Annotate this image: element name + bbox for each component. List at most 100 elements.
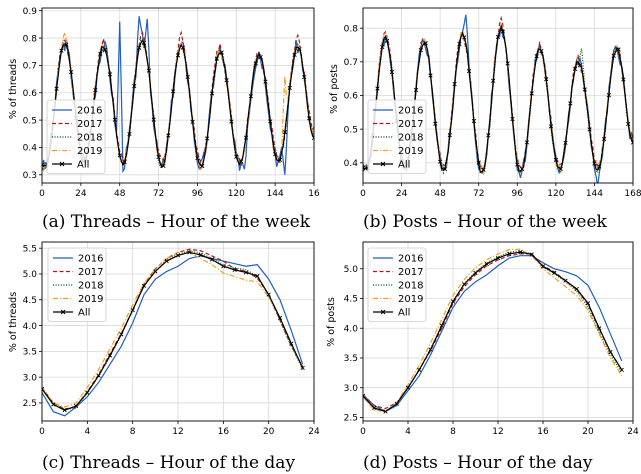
marker-all bbox=[563, 140, 568, 145]
legend-label: 2017 bbox=[77, 119, 102, 130]
ytick-label: 0.5 bbox=[23, 116, 37, 126]
ytick-label: 0.4 bbox=[23, 144, 38, 154]
marker-all bbox=[507, 251, 512, 257]
marker-all bbox=[119, 332, 124, 337]
legend-label: 2016 bbox=[77, 106, 102, 117]
marker-all bbox=[229, 119, 234, 124]
ytick-label: 5.5 bbox=[23, 244, 37, 254]
marker-all bbox=[383, 409, 388, 414]
axes-frame-a bbox=[41, 7, 315, 184]
marker-all bbox=[292, 52, 297, 58]
marker-all bbox=[161, 163, 166, 168]
marker-all bbox=[141, 283, 147, 288]
legend-box bbox=[47, 247, 107, 322]
ytick-label: 0.6 bbox=[344, 92, 359, 102]
marker-all bbox=[505, 61, 510, 66]
xtick-label: 24 bbox=[627, 427, 639, 437]
marker-all bbox=[282, 129, 287, 135]
ytick-label: 2.5 bbox=[344, 414, 358, 424]
ylabel-c: % of threads bbox=[8, 292, 19, 352]
marker-all bbox=[418, 48, 423, 53]
marker-all bbox=[417, 367, 422, 372]
marker-all bbox=[438, 159, 443, 164]
xtick-label: 96 bbox=[192, 189, 204, 199]
marker-all bbox=[428, 347, 433, 352]
xtick-label: 120 bbox=[228, 189, 245, 199]
marker-all bbox=[62, 408, 67, 413]
marker-all bbox=[484, 261, 489, 267]
marker-all bbox=[198, 252, 203, 258]
marker-all bbox=[96, 373, 101, 378]
marker-all bbox=[302, 74, 307, 80]
xtick-label: 4 bbox=[405, 427, 411, 437]
legend-box bbox=[367, 247, 427, 322]
ytick-label: 0.5 bbox=[344, 125, 358, 135]
marker-all bbox=[258, 54, 263, 60]
series-group-d bbox=[363, 248, 624, 414]
panel-d: 0 4 8 12 16 20 242.53.03.54.04.55.020162017201… bbox=[326, 241, 639, 473]
legend-label: 2018 bbox=[398, 133, 423, 144]
marker-all bbox=[375, 86, 380, 91]
marker-all bbox=[200, 163, 205, 169]
marker-all bbox=[611, 53, 616, 58]
marker-all bbox=[42, 163, 45, 168]
legend-marker bbox=[380, 309, 386, 315]
marker-all bbox=[127, 131, 132, 137]
marker-all bbox=[130, 307, 135, 313]
marker-all bbox=[380, 44, 385, 50]
marker-all bbox=[563, 278, 568, 283]
marker-all bbox=[519, 166, 525, 172]
marker-all bbox=[534, 54, 539, 59]
legend-label: 2017 bbox=[78, 267, 103, 278]
xtick-label: 16 bbox=[537, 427, 549, 437]
marker-all bbox=[146, 68, 151, 73]
marker-all bbox=[122, 159, 127, 165]
marker-all bbox=[266, 292, 271, 297]
xtick-label: 144 bbox=[267, 189, 284, 199]
xtick-label: 8 bbox=[450, 427, 456, 437]
marker-all bbox=[608, 349, 613, 355]
legend-label: 2018 bbox=[77, 133, 102, 144]
ytick-label: 3.5 bbox=[23, 348, 37, 358]
marker-all bbox=[151, 117, 156, 122]
legend-b: 2016 2017 2018 2019 All bbox=[367, 99, 427, 174]
marker-all bbox=[462, 282, 467, 287]
marker-all bbox=[476, 160, 481, 165]
marker-all bbox=[253, 61, 258, 66]
marker-all bbox=[606, 92, 612, 98]
marker-all bbox=[619, 367, 624, 372]
marker-all bbox=[616, 47, 621, 52]
marker-all bbox=[630, 140, 633, 145]
panel-c: 0 4 8 12 16 20 24 2.5 3.0 3.5 4.0 4.5 5.0 5.5 2016 2017… bbox=[8, 241, 320, 473]
marker-all bbox=[232, 267, 237, 272]
ytick-label: 3.0 bbox=[344, 384, 359, 394]
legend-box bbox=[367, 99, 427, 174]
marker-all bbox=[626, 121, 631, 127]
marker-all bbox=[553, 157, 558, 163]
caption-a: (a) Threads – Hour of the week bbox=[42, 212, 311, 232]
marker-all bbox=[141, 40, 147, 45]
marker-all bbox=[447, 133, 452, 138]
ylabel-a: % of threads bbox=[8, 59, 19, 119]
legend-c: 2016 2017 2018 2019 All bbox=[47, 247, 107, 322]
marker-all bbox=[518, 249, 523, 255]
marker-all bbox=[243, 135, 249, 140]
marker-all bbox=[372, 405, 377, 411]
series-group-c bbox=[42, 248, 305, 417]
ytick-label: 0.4 bbox=[344, 159, 359, 169]
legend-label: 2019 bbox=[398, 146, 423, 157]
ytick-label: 0.9 bbox=[23, 7, 38, 17]
marker-all bbox=[277, 157, 283, 162]
ytick-label: 5.0 bbox=[23, 270, 38, 280]
xtick-label: 48 bbox=[114, 189, 126, 199]
series-line-all bbox=[363, 251, 623, 413]
marker-all bbox=[195, 155, 200, 161]
marker-all bbox=[558, 166, 563, 172]
xtick-label: 120 bbox=[547, 189, 564, 199]
marker-all bbox=[224, 78, 229, 83]
legend-label: 2017 bbox=[398, 267, 423, 278]
marker-all bbox=[175, 53, 181, 58]
ytick-label: 0.3 bbox=[23, 171, 37, 181]
xtick-label: 0 bbox=[39, 189, 45, 199]
